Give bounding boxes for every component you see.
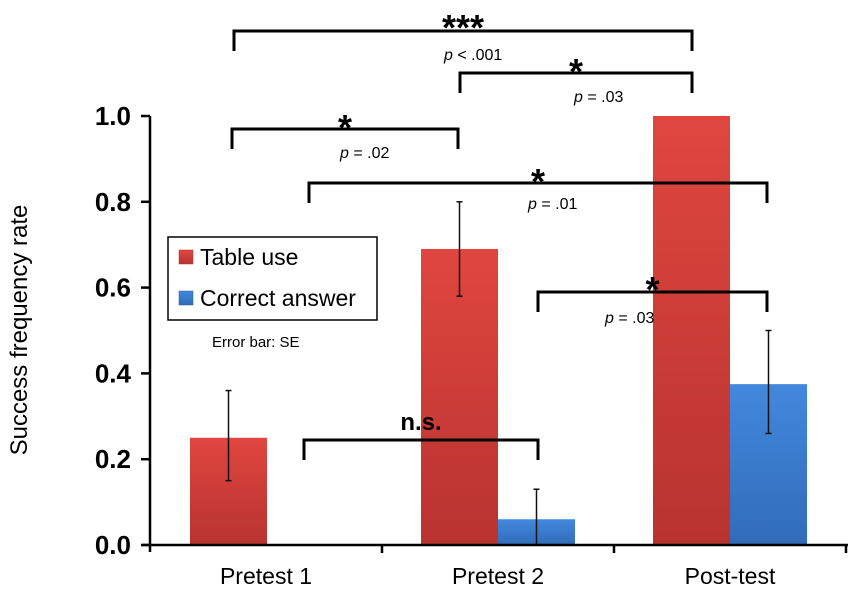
significance-stars: * [645,269,659,310]
p-value: = .01 [537,196,578,213]
p-value-label: p = .03 [573,89,623,106]
bracket-line [232,29,694,51]
significance-stars: n.s. [400,409,441,436]
y-axis-ticks: 0.0 0.2 0.4 0.6 0.8 1.0 [95,101,150,560]
y-axis-label: Success frequency rate [6,205,33,456]
significance-stars: *** [442,7,484,48]
p-value: < .001 [453,47,502,64]
x-tick-label: Pretest 2 [452,563,544,589]
significance-bracket: *p = .01 [307,161,769,213]
bracket-line [302,438,540,460]
bracket-line [230,127,460,149]
p-value: = .02 [349,145,390,162]
p-symbol: p [527,196,537,213]
significance-stars: * [338,107,352,148]
bar-table-use-1 [421,248,498,546]
significance-brackets: ***p < .001 *p = .03*p = .02*p = .01*p = … [230,7,769,460]
p-value-label: p = .01 [527,196,577,213]
error-bar-note: Error bar: SE [212,334,300,351]
y-tick-label: 0.2 [95,444,131,474]
legend-swatch-correct-answer [178,290,194,306]
legend-box [167,236,378,321]
y-tick-label: 0.8 [95,187,131,217]
y-tick-label: 0.0 [95,530,131,560]
y-tick-label: 1.0 [95,101,131,131]
significance-bracket: n.s. [302,409,540,460]
p-symbol: p [604,310,614,327]
significance-bracket: *p = .02 [230,107,460,162]
p-value-label: p = .03 [604,310,654,327]
p-symbol: p [573,89,583,106]
legend-label-table-use: Table use [200,244,298,270]
bar-table-use-2 [653,116,730,545]
legend-label-correct-answer: Correct answer [200,285,356,311]
x-axis-ticks [380,545,848,553]
p-value-label: p < .001 [443,47,502,64]
y-tick-label: 0.4 [95,358,132,388]
legend: Table use Correct answer Error bar: SE [167,236,378,351]
legend-swatch-table-use [178,249,194,265]
p-value-label: p = .02 [339,145,389,162]
p-symbol: p [339,145,349,162]
significance-stars: * [531,161,545,202]
bars [190,116,807,546]
significance-bracket: ***p < .001 [232,7,694,64]
x-axis-labels: Pretest 1 Pretest 2 Post-test [220,563,776,589]
p-value: = .03 [583,89,624,106]
significance-bracket: *p = .03 [536,269,769,327]
x-tick-label: Pretest 1 [220,563,312,589]
p-value: = .03 [614,310,655,327]
x-tick-label: Post-test [685,563,776,589]
bracket-line [458,71,694,93]
y-tick-label: 0.6 [95,273,131,303]
p-symbol: p [443,47,453,64]
bracket-line [307,181,769,203]
significance-bracket: *p = .03 [458,51,694,106]
bracket-line [536,290,769,312]
significance-stars: * [569,51,583,92]
error-bars [225,201,772,545]
